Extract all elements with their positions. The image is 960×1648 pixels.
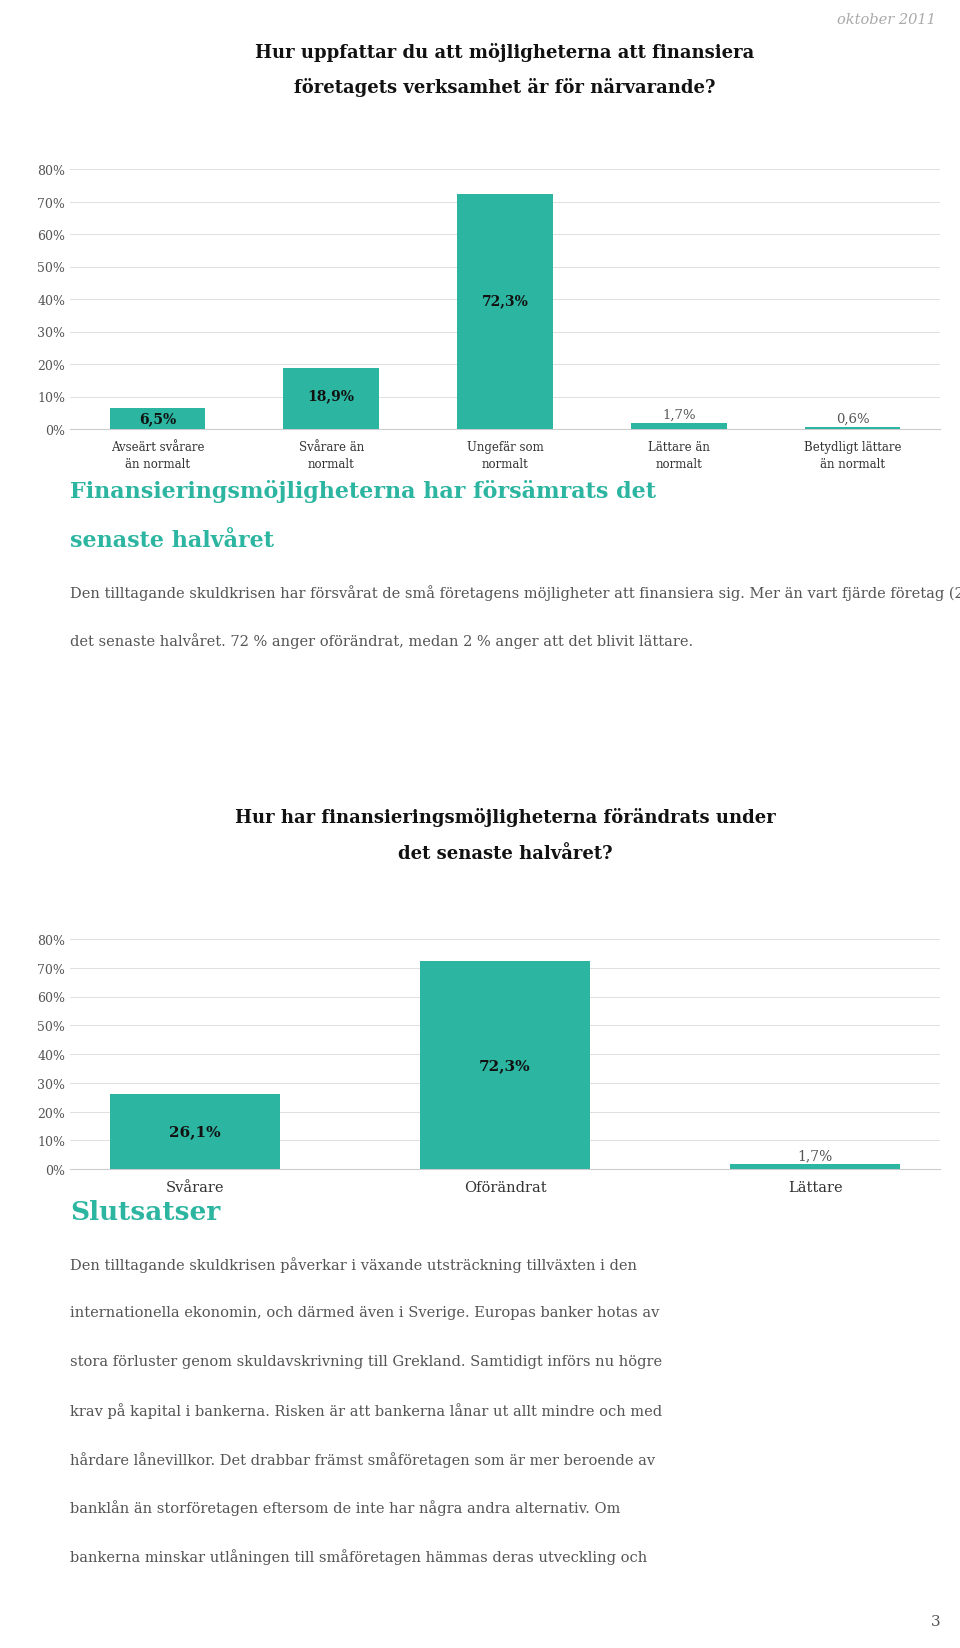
Bar [420, 961, 590, 1170]
Bar [109, 409, 205, 430]
Text: oktober 2011: oktober 2011 [837, 13, 936, 26]
Text: 3: 3 [930, 1615, 940, 1628]
Text: bankerna minskar utlåningen till småföretagen hämmas deras utveckling och: bankerna minskar utlåningen till småföre… [70, 1547, 647, 1564]
Bar [457, 194, 553, 430]
Text: senaste halvåret: senaste halvåret [70, 531, 274, 552]
Text: Finansieringsmöjligheterna har försämrats det: Finansieringsmöjligheterna har försämrat… [70, 480, 656, 503]
Bar [109, 1094, 280, 1170]
Text: 1,7%: 1,7% [798, 1149, 832, 1162]
Text: banklån än storföretagen eftersom de inte har några andra alternativ. Om: banklån än storföretagen eftersom de int… [70, 1500, 620, 1516]
Text: Hur har finansieringsmöjligheterna förändrats under: Hur har finansieringsmöjligheterna förän… [234, 808, 776, 827]
Text: Den tilltagande skuldkrisen påverkar i växande utsträckning tillväxten i den: Den tilltagande skuldkrisen påverkar i v… [70, 1257, 637, 1272]
Bar [631, 424, 727, 430]
Text: det senaste halvåret. 72 % anger oförändrat, medan 2 % anger att det blivit lätt: det senaste halvåret. 72 % anger oföränd… [70, 633, 693, 649]
Text: 26,1%: 26,1% [169, 1126, 221, 1139]
Text: 18,9%: 18,9% [307, 389, 354, 404]
Text: internationella ekonomin, och därmed även i Sverige. Europas banker hotas av: internationella ekonomin, och därmed äve… [70, 1305, 660, 1320]
Text: stora förluster genom skuldavskrivning till Grekland. Samtidigt införs nu högre: stora förluster genom skuldavskrivning t… [70, 1355, 662, 1368]
Text: företagets verksamhet är för närvarande?: företagets verksamhet är för närvarande? [295, 77, 716, 97]
Bar [804, 428, 900, 430]
Text: 72,3%: 72,3% [479, 1058, 531, 1073]
Text: 1,7%: 1,7% [662, 409, 696, 422]
Bar [283, 369, 379, 430]
Text: Hur uppfattar du att möjligheterna att finansiera: Hur uppfattar du att möjligheterna att f… [255, 43, 755, 63]
Text: 72,3%: 72,3% [482, 293, 528, 308]
Text: hårdare lånevillkor. Det drabbar främst småföretagen som är mer beroende av: hårdare lånevillkor. Det drabbar främst … [70, 1452, 655, 1467]
Text: Slutsatser: Slutsatser [70, 1200, 220, 1224]
Text: det senaste halvåret?: det senaste halvåret? [397, 845, 612, 864]
Text: Den tilltagande skuldkrisen har försvårat de små företagens möjligheter att fina: Den tilltagande skuldkrisen har försvåra… [70, 585, 960, 600]
Text: 0,6%: 0,6% [836, 412, 870, 425]
Bar [730, 1165, 900, 1170]
Text: 6,5%: 6,5% [139, 412, 176, 427]
Text: krav på kapital i bankerna. Risken är att bankerna lånar ut allt mindre och med: krav på kapital i bankerna. Risken är at… [70, 1402, 662, 1419]
